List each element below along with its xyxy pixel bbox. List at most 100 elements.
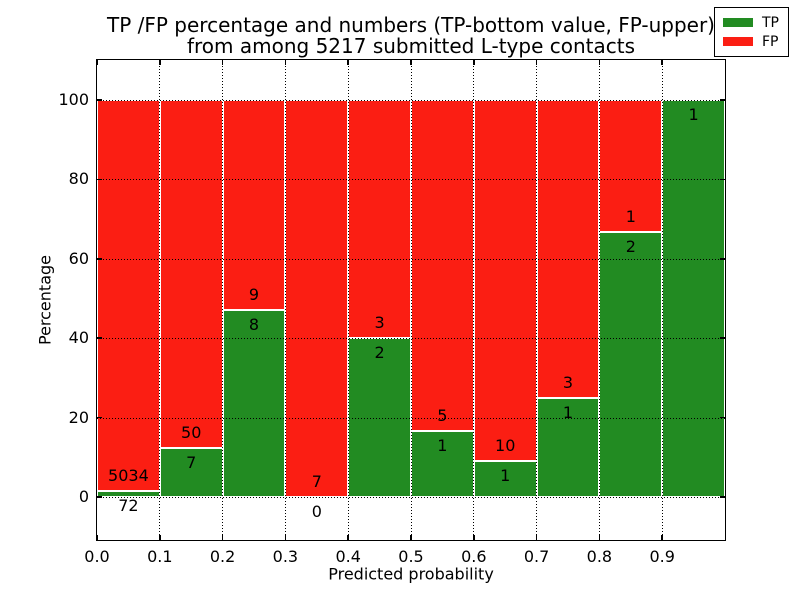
bar-segment-fp xyxy=(285,100,349,497)
v-gridline xyxy=(410,60,412,540)
x-tick-mark xyxy=(221,60,224,65)
x-tick-mark xyxy=(221,535,224,540)
y-tick-mark xyxy=(97,496,102,498)
legend-entry-tp: TP xyxy=(723,13,779,32)
legend-label-fp: FP xyxy=(762,33,779,50)
v-gridline xyxy=(661,60,663,540)
tp-color-swatch xyxy=(723,18,753,27)
x-tick-mark xyxy=(535,60,538,65)
y-tick-mark xyxy=(720,337,725,339)
x-tick-label: 0.1 xyxy=(147,547,173,566)
y-tick-mark xyxy=(720,496,725,498)
bar-segment-fp xyxy=(411,100,474,431)
fp-color-swatch xyxy=(723,37,753,46)
x-tick-label: 0.8 xyxy=(586,547,613,566)
bar-segment-fp xyxy=(222,100,286,311)
y-tick-mark xyxy=(720,258,725,260)
x-tick-mark xyxy=(159,535,161,540)
fp-count-label: 5034 xyxy=(108,466,149,486)
x-tick-mark xyxy=(473,60,475,65)
x-tick-label: 0.6 xyxy=(461,547,487,566)
bar-segment-tp xyxy=(599,232,663,497)
fp-count-label: 3 xyxy=(374,313,385,333)
tp-count-label: 72 xyxy=(118,496,139,516)
bar-segment-tp xyxy=(536,397,600,497)
bar-segment-fp xyxy=(348,100,411,339)
x-tick-mark xyxy=(347,60,349,65)
tp-count-label: 1 xyxy=(562,402,574,422)
y-tick-label: 40 xyxy=(68,328,89,348)
v-gridline xyxy=(347,60,349,540)
y-tick-mark xyxy=(97,337,102,339)
x-tick-label: 0.9 xyxy=(649,547,675,566)
fp-count-label: 7 xyxy=(311,472,322,491)
tp-count-label: 1 xyxy=(437,435,448,455)
x-tick-mark xyxy=(347,535,349,540)
y-tick-label: 60 xyxy=(68,248,89,268)
fp-count-label: 1 xyxy=(625,207,636,227)
v-gridline xyxy=(473,60,475,540)
legend: TP FP xyxy=(714,7,789,57)
v-gridline xyxy=(536,60,538,540)
chart-title-line2: from among 5217 submitted L-type contact… xyxy=(186,34,636,58)
fp-count-label: 3 xyxy=(562,372,574,392)
tp-count-label: 1 xyxy=(688,105,699,124)
bar-segment-fp xyxy=(599,100,663,233)
fp-count-label: 50 xyxy=(181,423,202,443)
v-gridline xyxy=(159,60,161,540)
x-tick-mark xyxy=(661,60,663,65)
fp-count-label: 10 xyxy=(495,435,516,455)
legend-entry-fp: FP xyxy=(723,32,779,51)
x-tick-mark xyxy=(410,535,412,540)
x-tick-mark xyxy=(284,535,287,540)
x-tick-mark xyxy=(598,535,601,540)
v-gridline xyxy=(222,60,224,540)
x-tick-mark xyxy=(661,535,663,540)
x-tick-mark xyxy=(284,60,287,65)
bar-segment-fp xyxy=(536,100,600,398)
v-gridline xyxy=(598,60,600,540)
x-tick-mark xyxy=(598,60,601,65)
x-tick-label: 0.7 xyxy=(523,547,550,566)
y-tick-mark xyxy=(720,99,725,101)
y-tick-mark xyxy=(720,178,725,181)
x-tick-mark xyxy=(410,60,412,65)
tp-count-label: 2 xyxy=(625,237,636,257)
y-tick-label: 80 xyxy=(68,169,89,189)
x-tick-label: 0.3 xyxy=(272,547,299,566)
chart-title: TP /FP percentage and numbers (TP-bottom… xyxy=(107,15,715,57)
fp-count-label: 9 xyxy=(248,285,260,305)
x-tick-mark xyxy=(473,535,475,540)
x-axis-label: Predicted probability xyxy=(328,564,494,584)
x-tick-label: 0.4 xyxy=(335,547,361,566)
bar-segment-tp xyxy=(662,100,725,497)
x-tick-label: 0.2 xyxy=(209,547,236,566)
y-tick-label: 20 xyxy=(68,407,89,427)
x-tick-mark xyxy=(97,60,98,65)
y-tick-label: 100 xyxy=(58,90,89,110)
tp-count-label: 1 xyxy=(500,465,511,485)
y-tick-mark xyxy=(97,258,102,260)
y-tick-mark xyxy=(720,416,725,419)
tp-count-label: 7 xyxy=(186,453,197,473)
v-gridline xyxy=(284,60,286,540)
legend-label-tp: TP xyxy=(762,14,779,31)
tp-count-label: 8 xyxy=(248,315,260,335)
x-tick-mark xyxy=(159,60,161,65)
x-tick-mark xyxy=(535,535,538,540)
tp-count-label: 0 xyxy=(311,502,322,521)
y-tick-mark xyxy=(97,416,102,419)
fp-count-label: 5 xyxy=(437,405,448,425)
x-tick-mark xyxy=(97,535,98,540)
bar-segment-fp xyxy=(97,100,160,492)
y-tick-mark xyxy=(97,99,102,101)
plot-area: 5034 72 50 7 9 8 7 0 3 2 5 1 10 1 3 1 1 2 1 xyxy=(97,60,725,540)
y-tick-label: 0 xyxy=(78,487,89,507)
bar-segment-fp xyxy=(159,100,223,449)
x-tick-label: 0.5 xyxy=(398,547,424,566)
chart-title-line1: TP /FP percentage and numbers (TP-bottom… xyxy=(107,13,715,37)
tp-count-label: 2 xyxy=(374,343,385,363)
bar-segment-fp xyxy=(473,100,537,461)
y-tick-mark xyxy=(97,178,102,181)
